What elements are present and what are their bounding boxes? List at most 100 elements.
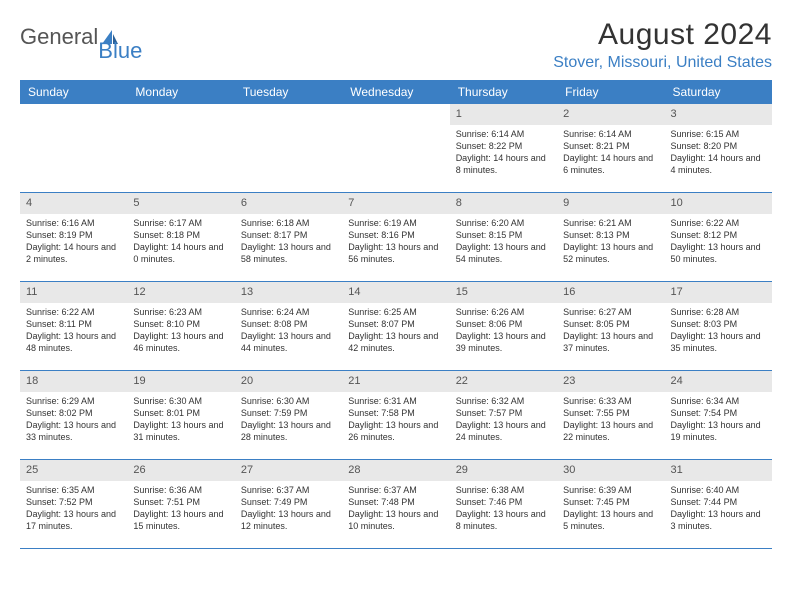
day-number: 22 <box>450 371 557 392</box>
sunrise-text: Sunrise: 6:30 AM <box>133 395 228 407</box>
day-number: 10 <box>665 193 772 214</box>
day-cell: 19Sunrise: 6:30 AMSunset: 8:01 PMDayligh… <box>127 371 234 459</box>
day-number: 21 <box>342 371 449 392</box>
day-number: 20 <box>235 371 342 392</box>
day-number: 18 <box>20 371 127 392</box>
day-number: 14 <box>342 282 449 303</box>
daylight-text: Daylight: 13 hours and 22 minutes. <box>563 419 658 443</box>
day-number: 30 <box>557 460 664 481</box>
daylight-text: Daylight: 13 hours and 19 minutes. <box>671 419 766 443</box>
day-cell: 12Sunrise: 6:23 AMSunset: 8:10 PMDayligh… <box>127 282 234 370</box>
day-info: Sunrise: 6:40 AMSunset: 7:44 PMDaylight:… <box>665 481 772 539</box>
day-info: Sunrise: 6:29 AMSunset: 8:02 PMDaylight:… <box>20 392 127 450</box>
daylight-text: Daylight: 13 hours and 5 minutes. <box>563 508 658 532</box>
day-info: Sunrise: 6:35 AMSunset: 7:52 PMDaylight:… <box>20 481 127 539</box>
sunrise-text: Sunrise: 6:19 AM <box>348 217 443 229</box>
sunset-text: Sunset: 8:20 PM <box>671 140 766 152</box>
day-info: Sunrise: 6:34 AMSunset: 7:54 PMDaylight:… <box>665 392 772 450</box>
day-number: 8 <box>450 193 557 214</box>
month-title: August 2024 <box>553 18 772 52</box>
day-info: Sunrise: 6:19 AMSunset: 8:16 PMDaylight:… <box>342 214 449 272</box>
day-cell: 13Sunrise: 6:24 AMSunset: 8:08 PMDayligh… <box>235 282 342 370</box>
daylight-text: Daylight: 13 hours and 37 minutes. <box>563 330 658 354</box>
weeks-container: 1Sunrise: 6:14 AMSunset: 8:22 PMDaylight… <box>20 104 772 549</box>
sunset-text: Sunset: 8:19 PM <box>26 229 121 241</box>
daylight-text: Daylight: 13 hours and 26 minutes. <box>348 419 443 443</box>
daylight-text: Daylight: 13 hours and 56 minutes. <box>348 241 443 265</box>
day-info: Sunrise: 6:26 AMSunset: 8:06 PMDaylight:… <box>450 303 557 361</box>
day-info: Sunrise: 6:31 AMSunset: 7:58 PMDaylight:… <box>342 392 449 450</box>
day-cell: 8Sunrise: 6:20 AMSunset: 8:15 PMDaylight… <box>450 193 557 281</box>
sunset-text: Sunset: 7:51 PM <box>133 496 228 508</box>
day-info: Sunrise: 6:36 AMSunset: 7:51 PMDaylight:… <box>127 481 234 539</box>
sunset-text: Sunset: 7:49 PM <box>241 496 336 508</box>
day-number: 11 <box>20 282 127 303</box>
day-cell: 20Sunrise: 6:30 AMSunset: 7:59 PMDayligh… <box>235 371 342 459</box>
day-cell: 15Sunrise: 6:26 AMSunset: 8:06 PMDayligh… <box>450 282 557 370</box>
day-number: 23 <box>557 371 664 392</box>
day-cell: 16Sunrise: 6:27 AMSunset: 8:05 PMDayligh… <box>557 282 664 370</box>
daylight-text: Daylight: 13 hours and 35 minutes. <box>671 330 766 354</box>
day-cell: 25Sunrise: 6:35 AMSunset: 7:52 PMDayligh… <box>20 460 127 548</box>
day-info: Sunrise: 6:39 AMSunset: 7:45 PMDaylight:… <box>557 481 664 539</box>
day-cell: 27 Sunrise: 6:37 AMSunset: 7:49 PMDayligh… <box>235 460 342 548</box>
sunrise-text: Sunrise: 6:37 AM <box>241 484 336 496</box>
day-info: Sunrise: 6:21 AMSunset: 8:13 PMDaylight:… <box>557 214 664 272</box>
day-number: 4 <box>20 193 127 214</box>
day-info: Sunrise: 6:14 AMSunset: 8:21 PMDaylight:… <box>557 125 664 183</box>
sunset-text: Sunset: 8:12 PM <box>671 229 766 241</box>
sunset-text: Sunset: 8:11 PM <box>26 318 121 330</box>
week-row: 18Sunrise: 6:29 AMSunset: 8:02 PMDayligh… <box>20 371 772 460</box>
daylight-text: Daylight: 14 hours and 4 minutes. <box>671 152 766 176</box>
day-number: 7 <box>342 193 449 214</box>
week-row: 4Sunrise: 6:16 AMSunset: 8:19 PMDaylight… <box>20 193 772 282</box>
day-cell: 2Sunrise: 6:14 AMSunset: 8:21 PMDaylight… <box>557 104 664 192</box>
day-number: 6 <box>235 193 342 214</box>
sunrise-text: Sunrise: 6:34 AM <box>671 395 766 407</box>
daylight-text: Daylight: 13 hours and 44 minutes. <box>241 330 336 354</box>
sunrise-text: Sunrise: 6:32 AM <box>456 395 551 407</box>
sunrise-text: Sunrise: 6:21 AM <box>563 217 658 229</box>
sunrise-text: Sunrise: 6:35 AM <box>26 484 121 496</box>
dayhead-wednesday: Wednesday <box>342 80 449 104</box>
sunset-text: Sunset: 8:03 PM <box>671 318 766 330</box>
daylight-text: Daylight: 13 hours and 12 minutes. <box>241 508 336 532</box>
day-cell: 10Sunrise: 6:22 AMSunset: 8:12 PMDayligh… <box>665 193 772 281</box>
daylight-text: Daylight: 13 hours and 42 minutes. <box>348 330 443 354</box>
sunset-text: Sunset: 8:15 PM <box>456 229 551 241</box>
day-cell: 30Sunrise: 6:39 AMSunset: 7:45 PMDayligh… <box>557 460 664 548</box>
day-cell: 22Sunrise: 6:32 AMSunset: 7:57 PMDayligh… <box>450 371 557 459</box>
dayhead-friday: Friday <box>557 80 664 104</box>
day-cell: 24Sunrise: 6:34 AMSunset: 7:54 PMDayligh… <box>665 371 772 459</box>
sunset-text: Sunset: 8:01 PM <box>133 407 228 419</box>
sunrise-text: Sunrise: 6:37 AM <box>348 484 443 496</box>
day-info: Sunrise: 6:37 AMSunset: 7:48 PMDaylight:… <box>342 481 449 539</box>
day-info: Sunrise: 6:20 AMSunset: 8:15 PMDaylight:… <box>450 214 557 272</box>
day-number: 27 <box>235 460 342 481</box>
sunrise-text: Sunrise: 6:22 AM <box>26 306 121 318</box>
daylight-text: Daylight: 14 hours and 8 minutes. <box>456 152 551 176</box>
daylight-text: Daylight: 13 hours and 31 minutes. <box>133 419 228 443</box>
sunrise-text: Sunrise: 6:39 AM <box>563 484 658 496</box>
sunset-text: Sunset: 7:48 PM <box>348 496 443 508</box>
brand-part1: General <box>20 24 98 50</box>
sunrise-text: Sunrise: 6:17 AM <box>133 217 228 229</box>
day-info: Sunrise: 6:30 AMSunset: 8:01 PMDaylight:… <box>127 392 234 450</box>
sunset-text: Sunset: 8:08 PM <box>241 318 336 330</box>
day-info: Sunrise: 6:22 AMSunset: 8:12 PMDaylight:… <box>665 214 772 272</box>
day-cell: 17Sunrise: 6:28 AMSunset: 8:03 PMDayligh… <box>665 282 772 370</box>
sunrise-text: Sunrise: 6:30 AM <box>241 395 336 407</box>
day-info: Sunrise: 6:33 AMSunset: 7:55 PMDaylight:… <box>557 392 664 450</box>
day-number: 9 <box>557 193 664 214</box>
day-cell: 9Sunrise: 6:21 AMSunset: 8:13 PMDaylight… <box>557 193 664 281</box>
daylight-text: Daylight: 13 hours and 33 minutes. <box>26 419 121 443</box>
day-info: Sunrise: 6:22 AMSunset: 8:11 PMDaylight:… <box>20 303 127 361</box>
daylight-text: Daylight: 13 hours and 50 minutes. <box>671 241 766 265</box>
sunrise-text: Sunrise: 6:40 AM <box>671 484 766 496</box>
sunset-text: Sunset: 7:57 PM <box>456 407 551 419</box>
sunrise-text: Sunrise: 6:36 AM <box>133 484 228 496</box>
day-info: Sunrise: 6:25 AMSunset: 8:07 PMDaylight:… <box>342 303 449 361</box>
daylight-text: Daylight: 13 hours and 8 minutes. <box>456 508 551 532</box>
day-info: Sunrise: 6:27 AMSunset: 8:05 PMDaylight:… <box>557 303 664 361</box>
sunset-text: Sunset: 7:44 PM <box>671 496 766 508</box>
